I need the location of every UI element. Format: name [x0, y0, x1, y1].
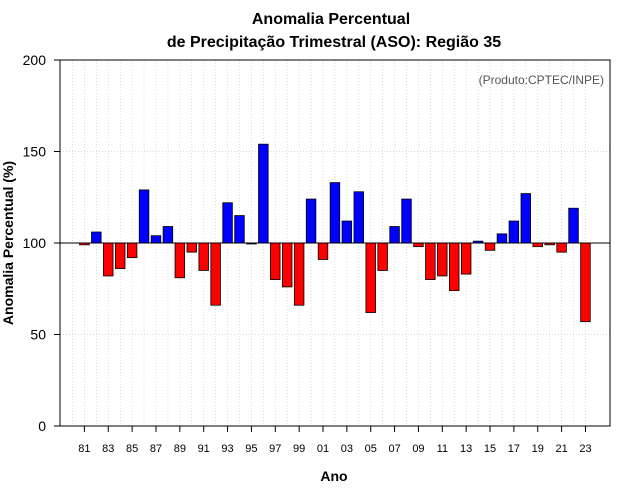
bar-19: [532, 242, 543, 248]
bar-98: [282, 242, 293, 288]
bar-12: [449, 242, 460, 291]
bar-97: [270, 242, 281, 280]
bar-82: [91, 231, 102, 244]
bar-92: [210, 242, 221, 306]
bar-10: [425, 242, 436, 280]
bar-08: [401, 198, 412, 244]
x-tick-label: 87: [150, 443, 162, 455]
credit-text: (Produto:CPTEC/INPE): [479, 73, 604, 87]
bar-11: [437, 242, 448, 277]
bar-90: [186, 242, 197, 253]
bar-02: [329, 182, 341, 244]
y-tick-label: 100: [23, 235, 47, 251]
bar-89: [174, 242, 186, 279]
x-axis-label: Ano: [320, 468, 347, 484]
bar-22: [568, 207, 579, 244]
bar-87: [150, 235, 162, 244]
x-tick-label: 91: [198, 443, 210, 455]
bar-91: [198, 242, 209, 271]
bar-21: [556, 242, 567, 253]
bar-01: [317, 242, 329, 260]
bar-88: [162, 226, 174, 244]
x-tick-label: 85: [126, 443, 138, 455]
x-tick-label: 83: [102, 443, 114, 455]
bar-04: [353, 191, 364, 244]
x-tick-label: 93: [221, 443, 233, 455]
y-tick-label: 150: [23, 144, 47, 160]
x-tick-label: 97: [269, 443, 281, 455]
y-axis-label: Anomalia Percentual (%): [0, 161, 16, 325]
x-tick-label: 15: [484, 443, 496, 455]
y-tick-label: 200: [23, 52, 47, 68]
x-tick-label: 03: [341, 443, 353, 455]
bar-99: [293, 242, 305, 306]
bar-83: [103, 242, 114, 277]
y-axis-ticks: 0 50 100 150 200: [23, 52, 60, 434]
bar-94: [234, 215, 245, 244]
x-tick-label: 19: [532, 443, 544, 455]
x-tick-label: 01: [317, 443, 329, 455]
x-tick-label: 17: [508, 443, 520, 455]
bar-05: [365, 242, 376, 313]
x-tick-label: 81: [78, 443, 90, 455]
bar-93: [222, 202, 233, 244]
bar-07: [389, 226, 400, 244]
bars: [79, 143, 591, 323]
x-tick-label: 99: [293, 443, 305, 455]
bar-00: [305, 198, 317, 244]
x-tick-label: 09: [412, 443, 424, 455]
bar-23: [580, 242, 591, 323]
bar-16: [496, 233, 508, 244]
chart-title-line2: de Precipitação Trimestral (ASO): Região…: [167, 34, 501, 51]
x-tick-label: 07: [388, 443, 400, 455]
bar-03: [341, 220, 353, 244]
bar-09: [413, 242, 424, 248]
bar-86: [138, 189, 150, 244]
x-axis-ticks: 81 83 85 87 89 91 93 95 97 99 01 03 05 07 09 11 13 15 17 19…: [78, 426, 592, 455]
y-tick-label: 0: [38, 418, 46, 434]
bar-84: [114, 242, 126, 270]
bar-06: [377, 242, 388, 271]
x-tick-label: 11: [437, 443, 448, 455]
x-tick-label: 21: [555, 443, 567, 455]
x-tick-label: 89: [174, 443, 186, 455]
x-tick-label: 23: [579, 443, 591, 455]
bar-96: [258, 143, 269, 244]
x-tick-label: 13: [460, 443, 472, 455]
y-tick-label: 50: [30, 327, 46, 343]
bar-17: [508, 220, 520, 244]
x-tick-label: 95: [245, 443, 257, 455]
chart-title-line1: Anomalia Percentual: [252, 11, 410, 28]
x-tick-label: 05: [365, 443, 377, 455]
bar-85: [126, 242, 138, 259]
bar-13: [460, 242, 472, 275]
bar-18: [520, 193, 532, 244]
bar-15: [484, 242, 496, 251]
